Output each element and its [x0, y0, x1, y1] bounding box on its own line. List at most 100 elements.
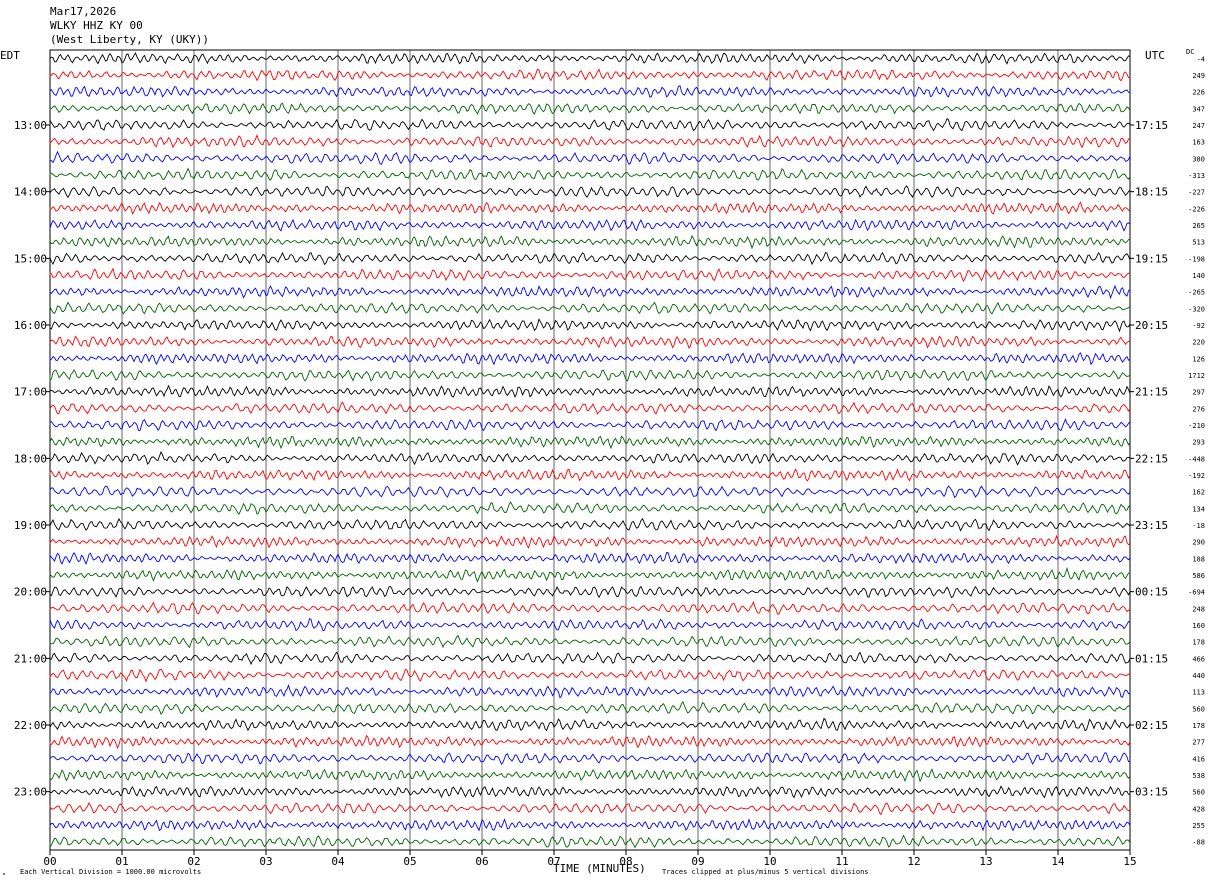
- dc-offset-label: 586: [1192, 572, 1205, 580]
- trace-line: [49, 301, 1131, 315]
- trace-line: [49, 68, 1130, 82]
- dc-offset-label: 160: [1192, 622, 1205, 630]
- header-station: WLKY HHZ KY 00: [50, 19, 143, 32]
- dc-offset-label: 428: [1192, 805, 1205, 813]
- trace-line: [49, 185, 1131, 199]
- trace-line: [49, 251, 1131, 266]
- edt-time-label: 18:00: [14, 452, 47, 465]
- dc-offset-label: 276: [1192, 405, 1205, 413]
- dc-offset-label: 249: [1192, 72, 1205, 80]
- dc-offset-label: 560: [1192, 705, 1205, 713]
- x-tick-label: 13: [979, 855, 992, 868]
- dc-offset-label: 162: [1192, 489, 1205, 497]
- trace-line: [49, 768, 1131, 783]
- dc-offset-label: 347: [1192, 105, 1205, 113]
- dc-offset-label: 140: [1192, 272, 1205, 280]
- dc-offset-label: -694: [1188, 589, 1205, 597]
- x-tick-label: 10: [763, 855, 776, 868]
- x-tick-label: 12: [907, 855, 920, 868]
- dc-offset-label: -210: [1188, 422, 1205, 430]
- dc-offset-label: -313: [1188, 172, 1205, 180]
- trace-line: [49, 167, 1131, 181]
- dc-offset-label: -227: [1188, 189, 1205, 197]
- x-tick-label: 03: [259, 855, 272, 868]
- trace-line: [49, 551, 1131, 565]
- dc-offset-label: -88: [1192, 839, 1205, 847]
- edt-time-label: 21:00: [14, 652, 47, 665]
- trace-line: [49, 684, 1131, 699]
- edt-time-label: 16:00: [14, 319, 47, 332]
- dc-offset-label: 1712: [1188, 372, 1205, 380]
- dc-offset-label: 163: [1192, 139, 1205, 147]
- x-tick-label: 00: [43, 855, 56, 868]
- trace-line: [49, 517, 1131, 532]
- trace-line: [49, 501, 1131, 516]
- utc-time-label: 19:15: [1135, 252, 1168, 265]
- trace-line: [49, 485, 1131, 499]
- dc-offset-label: 466: [1192, 655, 1205, 663]
- edt-time-label: 23:00: [14, 786, 47, 799]
- trace-line: [49, 150, 1131, 166]
- dc-offset-label: 416: [1192, 755, 1205, 763]
- trace-line: [49, 352, 1131, 366]
- trace-line: [49, 201, 1131, 216]
- utc-time-label: 01:15: [1135, 652, 1168, 665]
- utc-time-label: 22:15: [1135, 452, 1168, 465]
- trace-line: [49, 85, 1131, 98]
- dc-offset-label: -448: [1188, 455, 1205, 463]
- trace-line: [49, 417, 1131, 432]
- trace-line: [49, 534, 1131, 549]
- dc-offset-label: 126: [1192, 355, 1205, 363]
- corner-mark: ": [2, 872, 7, 880]
- edt-time-label: 17:00: [14, 386, 47, 399]
- dc-axis-label: DC: [1186, 48, 1195, 56]
- dc-offset-label: 134: [1192, 505, 1205, 513]
- dc-offset-label: 560: [1192, 789, 1205, 797]
- dc-offset-label: -192: [1188, 472, 1205, 480]
- edt-axis-label: EDT: [0, 49, 20, 62]
- trace-line: [49, 267, 1131, 283]
- x-tick-label: 15: [1123, 855, 1136, 868]
- dc-offset-label: 178: [1192, 722, 1205, 730]
- trace-line: [49, 802, 1131, 816]
- x-tick-label: 11: [835, 855, 848, 868]
- trace-line: [49, 618, 1131, 632]
- dc-offset-label: 290: [1192, 539, 1205, 547]
- utc-time-label: 17:15: [1135, 119, 1168, 132]
- trace-line: [49, 734, 1131, 750]
- trace-line: [49, 134, 1130, 149]
- trace-line: [49, 601, 1131, 615]
- utc-time-label: 00:15: [1135, 586, 1168, 599]
- utc-time-label: 02:15: [1135, 719, 1168, 732]
- trace-line: [49, 717, 1131, 732]
- header-location: (West Liberty, KY (UKY)): [50, 33, 209, 46]
- dc-offset-label: 440: [1192, 672, 1205, 680]
- trace-line: [49, 284, 1131, 300]
- x-tick-label: 05: [403, 855, 416, 868]
- edt-time-label: 20:00: [14, 586, 47, 599]
- dc-offset-label: 513: [1192, 239, 1205, 247]
- trace-line: [49, 752, 1131, 766]
- trace-line: [49, 401, 1131, 415]
- trace-line: [49, 651, 1131, 666]
- scale-note: Each Vertical Division = 1000.00 microvo…: [20, 868, 202, 876]
- dc-offset-label: -92: [1192, 322, 1205, 330]
- dc-offset-label: 226: [1192, 89, 1205, 97]
- dc-offset-label: -18: [1192, 522, 1205, 530]
- utc-time-label: 21:15: [1135, 386, 1168, 399]
- x-tick-label: 04: [331, 855, 345, 868]
- edt-time-label: 15:00: [14, 252, 47, 265]
- trace-line: [49, 701, 1131, 715]
- clip-note: Traces clipped at plus/minus 5 vertical …: [662, 868, 869, 876]
- x-axis-title: TIME (MINUTES): [553, 862, 646, 875]
- x-tick-label: 09: [691, 855, 704, 868]
- trace-line: [49, 435, 1131, 450]
- dc-offset-label: 178: [1192, 639, 1205, 647]
- x-tick-label: 02: [187, 855, 200, 868]
- trace-line: [49, 668, 1131, 683]
- trace-line: [49, 384, 1131, 399]
- dc-offset-label: -198: [1188, 255, 1205, 263]
- utc-axis-label: UTC: [1145, 49, 1165, 62]
- trace-line: [49, 102, 1131, 115]
